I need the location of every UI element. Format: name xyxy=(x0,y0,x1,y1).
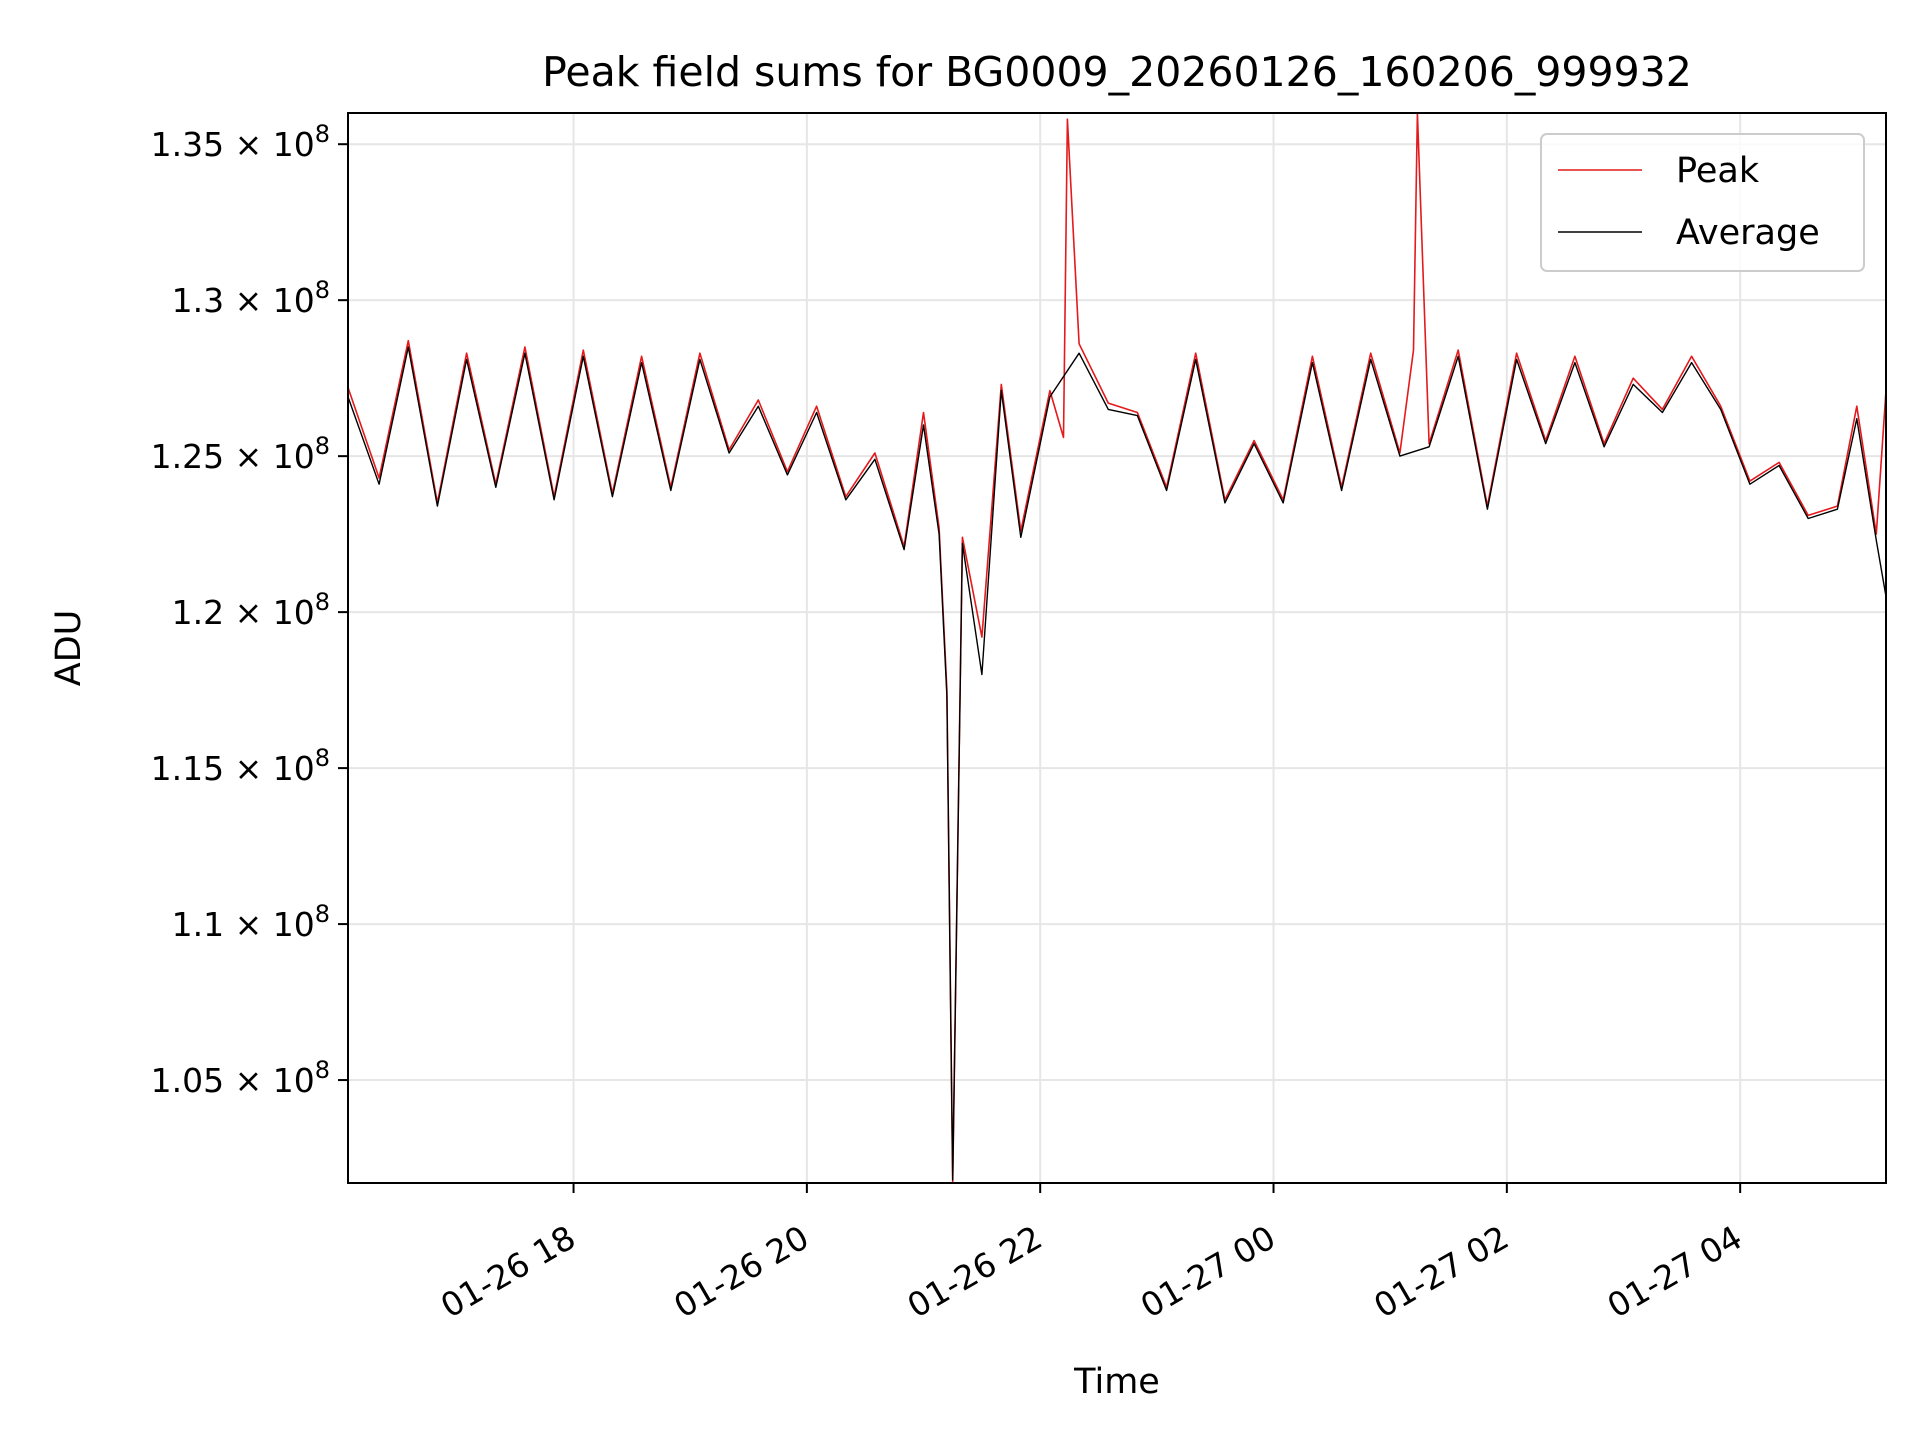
y-axis: 1.05 × 108 1.1 × 108 1.15 × 108 1.2 × 108 1.… xyxy=(151,120,348,1100)
legend-label-average: Average xyxy=(1676,213,1820,253)
legend-label-peak: Peak xyxy=(1676,151,1760,191)
series-line-peak xyxy=(348,113,1886,1183)
legend-box xyxy=(1540,133,1865,272)
y-tick-label: 1.35 × 108 xyxy=(151,120,330,164)
y-tick-label: 1.1 × 108 xyxy=(172,900,330,944)
x-axis-label: Time xyxy=(1073,1362,1160,1402)
y-tick-label: 1.2 × 108 xyxy=(172,588,330,632)
y-tick-label: 1.3 × 108 xyxy=(172,276,330,320)
y-axis-label: ADU xyxy=(49,610,89,687)
series-line-average xyxy=(348,346,1886,1181)
legend: Peak Average xyxy=(1540,133,1865,272)
y-tick-label: 1.15 × 108 xyxy=(151,744,330,788)
grid xyxy=(348,113,1886,1183)
y-tick-label: 1.05 × 108 xyxy=(151,1056,330,1100)
y-tick-label: 1.25 × 108 xyxy=(151,432,330,476)
chart-title: Peak field sums for BG0009_20260126_1602… xyxy=(542,48,1692,96)
plot-frame xyxy=(347,112,1887,1184)
series-layer xyxy=(348,113,1886,1183)
